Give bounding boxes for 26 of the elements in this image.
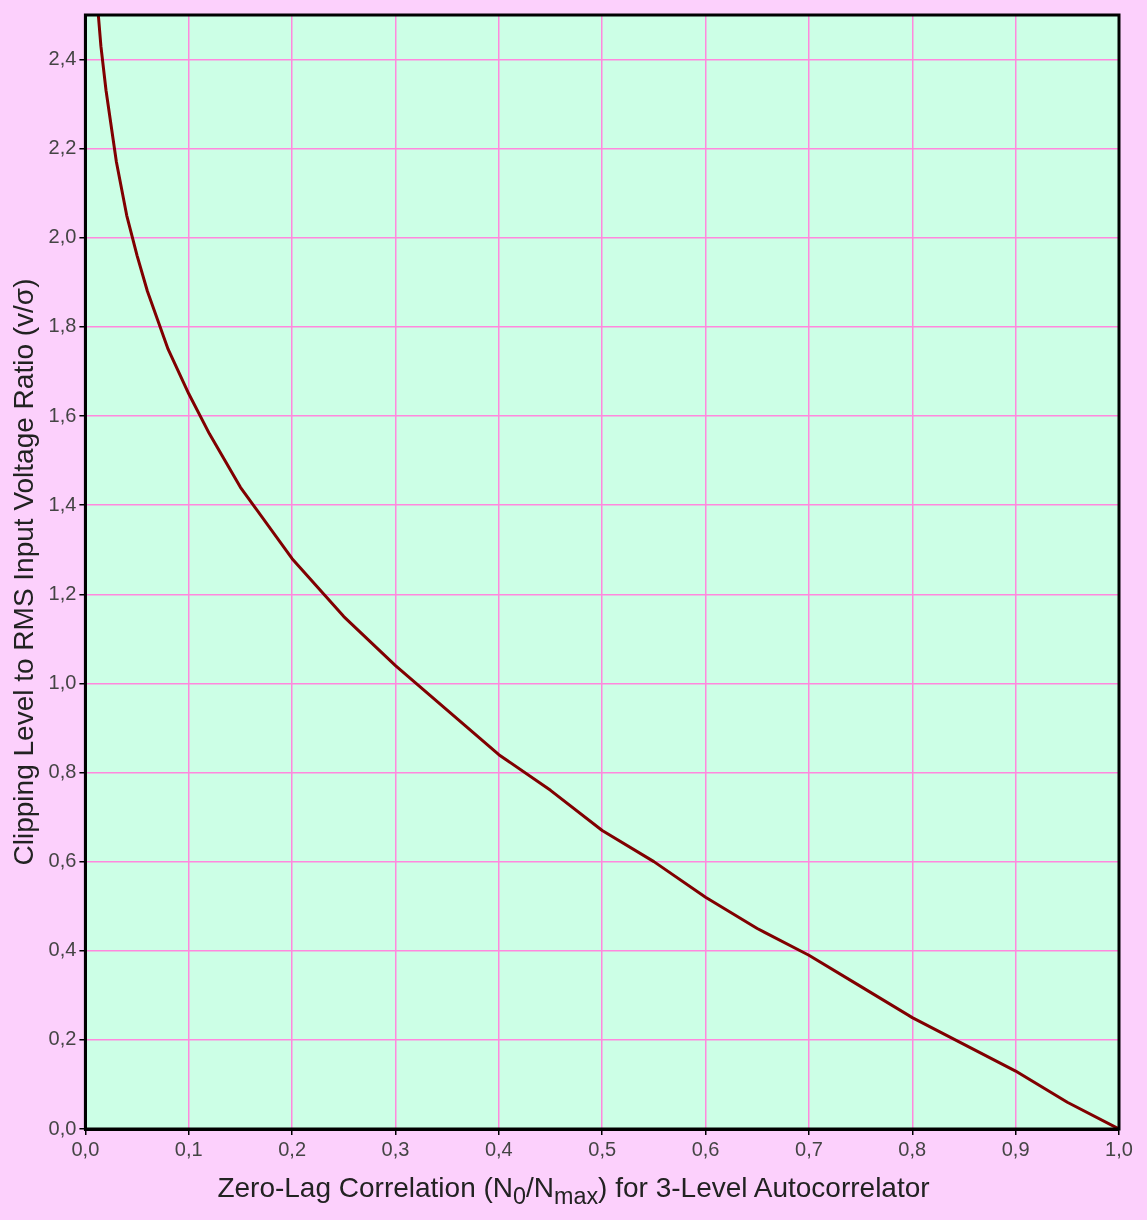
x-tick-label: 0,6 — [691, 1137, 720, 1160]
x-tick-label: 0,8 — [898, 1137, 927, 1160]
x-tick-label: 0,3 — [381, 1137, 410, 1160]
x-tick-label: 0,2 — [278, 1137, 307, 1160]
y-tick-label: 0,4 — [48, 938, 77, 961]
y-tick-label: 0,2 — [48, 1027, 77, 1050]
y-tick-label: 1,8 — [48, 314, 77, 337]
y-tick-label: 2,4 — [48, 47, 77, 70]
y-tick-label: 2,2 — [48, 136, 77, 159]
y-tick-label: 0,6 — [48, 849, 77, 872]
x-tick-label: 1,0 — [1105, 1137, 1133, 1160]
x-tick-label: 0,5 — [588, 1137, 617, 1160]
x-tick-label: 0,0 — [71, 1137, 100, 1160]
y-axis-title: Clipping Level to RMS Input Voltage Ratio (v/σ) — [7, 278, 39, 866]
y-tick-label: 1,4 — [48, 492, 77, 515]
y-tick-label: 0,8 — [48, 760, 77, 783]
y-tick-label: 1,6 — [48, 403, 77, 426]
x-tick-label: 0,7 — [795, 1137, 823, 1160]
x-axis-title: Zero-Lag Correlation (N$_{0}$/N$_{max}$) for 3-Level Autocorrelator — [217, 1172, 930, 1210]
y-tick-label: 0,0 — [48, 1116, 77, 1139]
y-tick-label: 1,0 — [48, 670, 77, 693]
x-tick-label: 0,4 — [484, 1137, 513, 1160]
y-tick-label: 2,0 — [48, 225, 77, 248]
x-tick-label: 0,9 — [1001, 1137, 1030, 1160]
y-tick-label: 1,2 — [48, 581, 77, 604]
x-tick-label: 0,1 — [174, 1137, 203, 1160]
